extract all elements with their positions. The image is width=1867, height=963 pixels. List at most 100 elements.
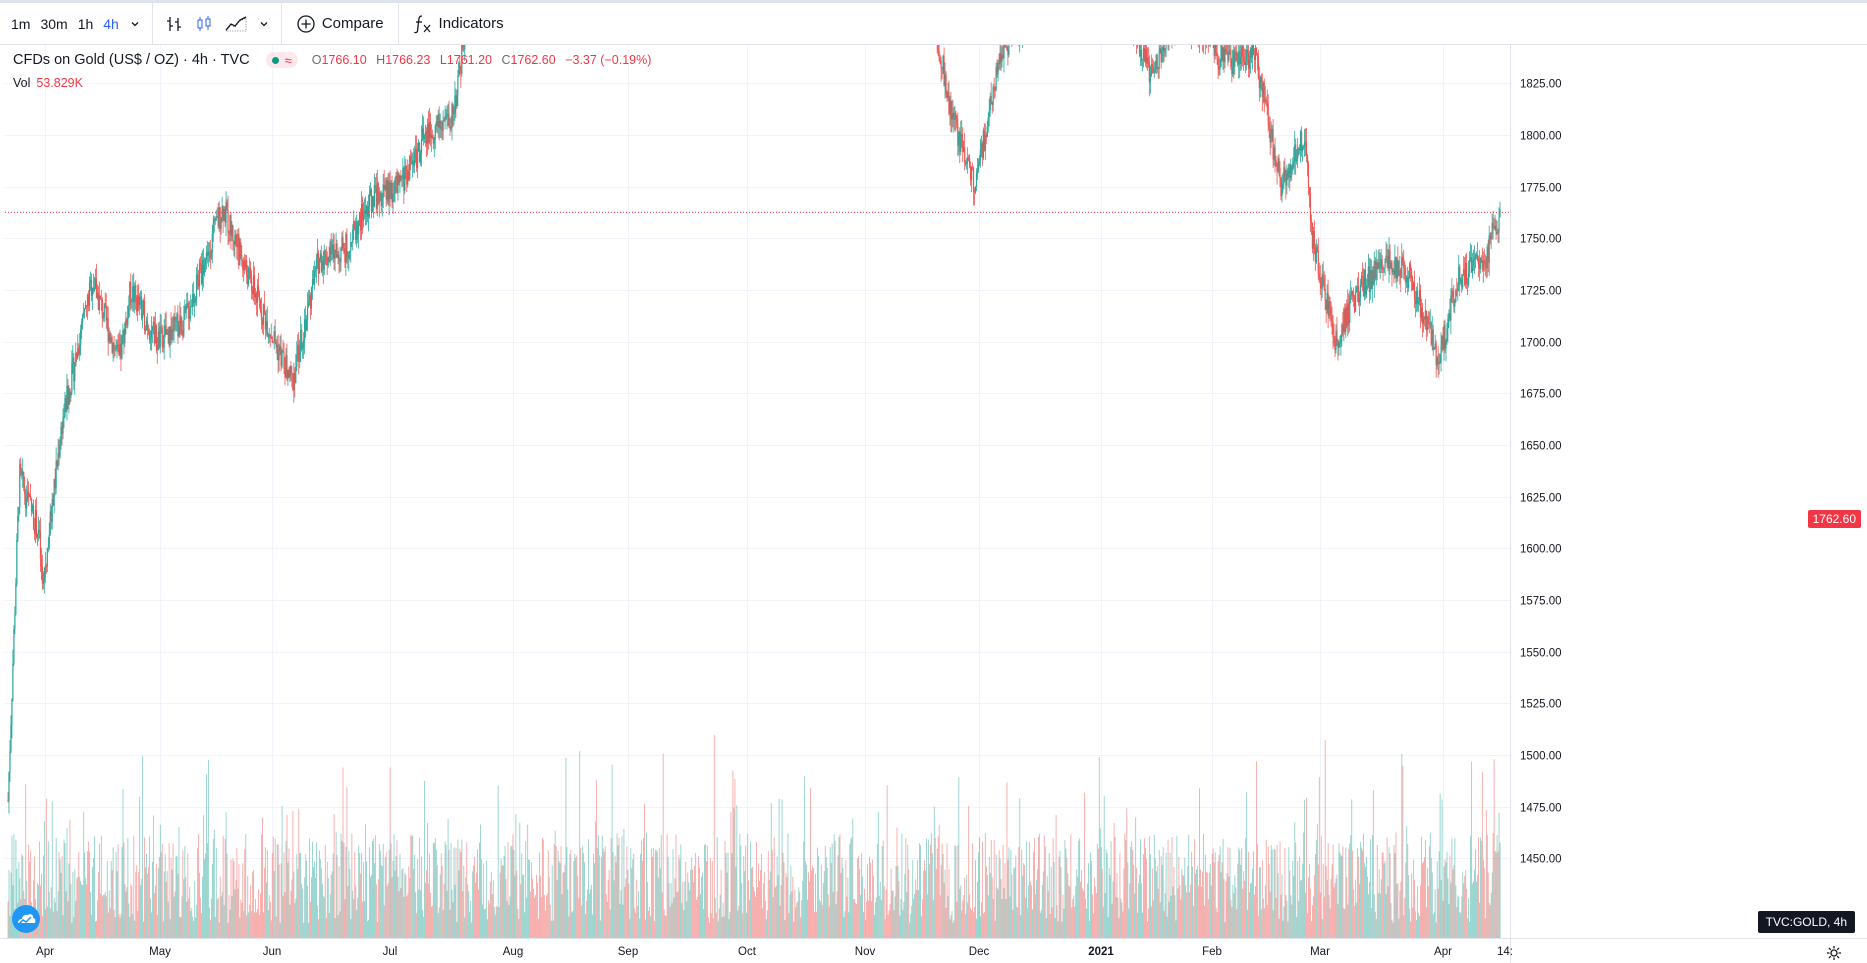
volume-bar: [989, 873, 991, 938]
candle-body: [363, 210, 366, 214]
candle-body: [148, 331, 151, 340]
candle-body: [1141, 59, 1144, 61]
volume-bar: [774, 887, 776, 938]
volume-bar: [867, 864, 868, 938]
market-status-badge[interactable]: ≈: [265, 52, 298, 68]
candle-body: [207, 251, 209, 256]
candle-body: [300, 329, 302, 351]
candle-body: [249, 267, 251, 269]
interval-30m[interactable]: 30m: [40, 15, 68, 32]
volume-bar: [737, 910, 739, 938]
candle-body: [120, 343, 122, 358]
price-chart[interactable]: 1450.001475.001500.001525.001550.001575.…: [0, 45, 1867, 963]
settings-gear-icon[interactable]: [1826, 945, 1842, 961]
volume-bar: [1458, 897, 1460, 938]
bar-style-icon[interactable]: [159, 3, 189, 44]
area-style-icon[interactable]: [219, 3, 253, 44]
candle-body: [201, 259, 204, 284]
volume-bar: [1169, 852, 1171, 938]
volume-bar: [1284, 847, 1286, 938]
volume-bar: [415, 892, 417, 938]
volume-bar: [237, 888, 239, 938]
volume-bar: [624, 886, 626, 938]
volume-bar: [619, 903, 621, 938]
volume-bar: [1119, 852, 1121, 938]
candle-body: [263, 304, 265, 313]
candle-body: [968, 158, 971, 166]
candle-body: [453, 113, 455, 115]
volume-bar: [485, 860, 487, 938]
candle-body: [176, 313, 178, 321]
candle-body: [331, 251, 333, 255]
candle-body: [384, 184, 386, 190]
candle-body: [1323, 277, 1325, 289]
candle-body: [390, 182, 392, 200]
volume-bar: [946, 843, 948, 938]
candle-body: [119, 343, 121, 356]
candle-style-icon[interactable]: [189, 3, 219, 44]
candle-body: [1218, 66, 1220, 70]
candle-body: [346, 234, 348, 255]
candle-body: [1350, 294, 1352, 296]
volume-bar: [326, 861, 328, 938]
volume-bar: [316, 842, 317, 938]
volume-bar: [500, 858, 502, 938]
indicators-button[interactable]: Indicators: [405, 3, 512, 44]
volume-bar: [126, 887, 128, 938]
volume-bar: [448, 849, 450, 938]
volume-bar: [1427, 886, 1429, 938]
candle-body: [952, 112, 954, 118]
candle-body: [1002, 55, 1004, 59]
candle-body: [314, 269, 317, 272]
candle-body: [400, 176, 402, 178]
volume-bar: [964, 877, 966, 938]
candle-body: [336, 243, 338, 258]
candle-body: [89, 279, 92, 283]
volume-bar: [124, 884, 126, 938]
volume-bar: [266, 850, 268, 938]
volume-bar: [239, 917, 241, 938]
candle-body: [84, 305, 87, 309]
volume-bar: [746, 913, 748, 938]
candle-body: [233, 240, 235, 245]
interval-1h[interactable]: 1h: [77, 15, 94, 32]
volume-bar: [1435, 922, 1437, 938]
candle-body: [997, 63, 999, 75]
candle-body: [352, 229, 354, 243]
change-value: −3.37 (−0.19%): [565, 53, 652, 67]
volume-bar: [410, 834, 412, 938]
volume-bar: [225, 812, 227, 938]
compare-button[interactable]: Compare: [288, 3, 392, 44]
volume-bar: [339, 911, 341, 938]
candle-body: [321, 260, 323, 272]
price-axis[interactable]: [1510, 45, 1867, 963]
volume-bar: [194, 881, 196, 938]
candle-body: [1342, 324, 1344, 332]
interval-1m[interactable]: 1m: [11, 15, 31, 32]
volume-bar: [271, 853, 273, 938]
chevron-down-icon[interactable]: [124, 3, 146, 44]
volume-bar: [502, 865, 504, 938]
volume-bar: [710, 913, 712, 938]
candle-body: [1333, 337, 1335, 344]
candle-body: [150, 330, 153, 338]
candle-body: [462, 45, 464, 48]
volume-bar: [1268, 864, 1270, 938]
volume-bar: [1365, 866, 1366, 938]
volume-bar: [1398, 918, 1400, 938]
volume-bar: [684, 881, 686, 938]
volume-bar: [1249, 892, 1251, 938]
volume-bar: [711, 861, 713, 938]
symbol-title[interactable]: CFDs on Gold (US$ / OZ) · 4h · TVC: [13, 52, 250, 68]
candle-body: [1486, 246, 1488, 269]
chart-style-chevron-icon[interactable]: [253, 3, 275, 44]
volume-bar: [1355, 879, 1357, 938]
volume-bar: [1022, 875, 1024, 938]
candle-body: [30, 498, 33, 512]
volume-bar: [617, 845, 619, 938]
volume-bar: [892, 890, 894, 938]
tradingview-logo[interactable]: [12, 905, 40, 933]
volume-bar: [613, 880, 615, 938]
interval-4h[interactable]: 4h: [103, 15, 119, 32]
volume-bar: [138, 872, 140, 938]
